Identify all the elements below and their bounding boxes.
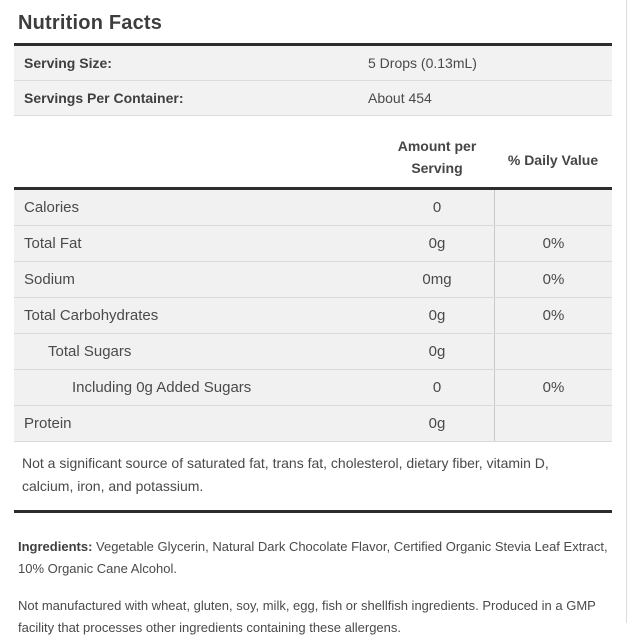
row-amount: 0g [428, 235, 446, 253]
row-label: Total Carbohydrates [24, 307, 159, 325]
ingredients-label: Ingredients: [18, 539, 93, 555]
table-row-calories: Calories 0 [14, 190, 612, 227]
not-significant-source-footnote: Not a significant source of saturated fa… [22, 455, 549, 494]
serving-size-row: Serving Size: 5 Drops (0.13mL) [14, 46, 612, 81]
ingredients-paragraph: Ingredients: Vegetable Glycerin, Natural… [18, 536, 614, 580]
row-amount: 0mg [422, 271, 452, 289]
daily-value-header: % Daily Value [507, 152, 599, 169]
servings-per-container-value: About 454 [368, 90, 432, 106]
row-label: Protein [24, 415, 72, 433]
row-daily-value: 0% [494, 298, 612, 334]
table-row-sodium: Sodium 0mg 0% [14, 262, 612, 299]
nutrition-facts-panel: Nutrition Facts Serving Size: 5 Drops (0… [14, 0, 612, 640]
table-row-total-sugars: Total Sugars 0g [14, 334, 612, 371]
row-amount: 0 [432, 379, 442, 397]
column-header-row: Amount per Serving % Daily Value [14, 136, 612, 187]
row-daily-value [494, 190, 612, 226]
top-rule [14, 43, 612, 46]
servings-per-container-row: Servings Per Container: About 454 [14, 81, 612, 116]
table-row-total-carbohydrates: Total Carbohydrates 0g 0% [14, 298, 612, 335]
row-daily-value: 0% [494, 226, 612, 262]
page-right-border [626, 0, 627, 623]
allergen-statement: Not manufactured with wheat, gluten, soy… [18, 598, 596, 636]
serving-size-label: Serving Size: [24, 55, 112, 71]
serving-size-value: 5 Drops (0.13mL) [368, 55, 477, 71]
panel-title: Nutrition Facts [18, 12, 163, 34]
row-daily-value [494, 334, 612, 370]
row-label: Including 0g Added Sugars [72, 379, 252, 397]
bottom-rule [14, 510, 612, 514]
amount-per-serving-header: Amount per Serving [397, 138, 477, 176]
table-row-protein: Protein 0g [14, 406, 612, 443]
servings-per-container-label: Servings Per Container: [24, 90, 184, 106]
row-daily-value [494, 406, 612, 442]
row-label: Total Fat [24, 235, 82, 253]
row-daily-value: 0% [494, 370, 612, 406]
row-label: Calories [24, 199, 80, 217]
table-row-total-fat: Total Fat 0g 0% [14, 226, 612, 263]
row-amount: 0g [428, 415, 446, 433]
header-rule [14, 187, 612, 191]
row-amount: 0g [428, 307, 446, 325]
row-amount: 0 [432, 199, 442, 217]
row-daily-value: 0% [494, 262, 612, 298]
table-row-added-sugars: Including 0g Added Sugars 0 0% [14, 370, 612, 407]
row-label: Total Sugars [48, 343, 132, 361]
row-amount: 0g [428, 343, 446, 361]
ingredients-text: Vegetable Glycerin, Natural Dark Chocola… [18, 539, 608, 577]
row-label: Sodium [24, 271, 75, 289]
